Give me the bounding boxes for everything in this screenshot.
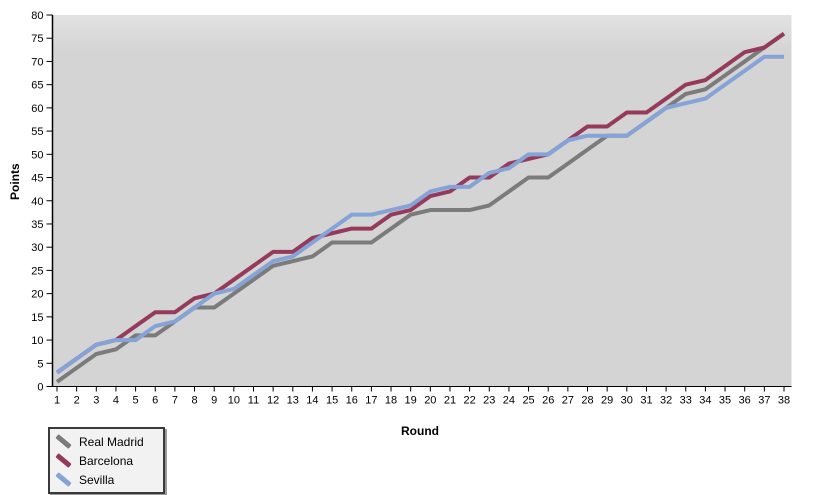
legend-item-barcelona: Barcelona: [55, 451, 155, 470]
y-tick-label: 20: [31, 289, 43, 301]
y-tick-label: 80: [31, 10, 43, 22]
series-line-barcelona: [55, 31, 786, 375]
x-tick-label: 9: [211, 395, 217, 407]
x-tick-label: 24: [503, 395, 515, 407]
x-tick-label: 10: [228, 395, 240, 407]
legend-label: Sevilla: [79, 472, 115, 487]
x-tick-label: 37: [758, 395, 770, 407]
x-tick-label: 12: [267, 395, 279, 407]
x-tick-label: 29: [601, 395, 613, 407]
y-tick-label: 5: [37, 358, 43, 370]
series-line-sevilla: [55, 54, 784, 375]
barcelona-line-swatch: [55, 453, 72, 468]
x-tick-label: 4: [113, 395, 119, 407]
x-tick-label: 7: [172, 395, 178, 407]
x-tick-label: 28: [581, 395, 593, 407]
x-tick-label: 31: [640, 395, 652, 407]
y-axis-title: Points: [8, 163, 22, 200]
x-tick-label: 35: [719, 395, 731, 407]
x-tick-label: 13: [287, 395, 299, 407]
y-tick-label: 40: [31, 196, 43, 208]
x-tick-label: 26: [542, 395, 554, 407]
y-tick-label: 45: [31, 173, 43, 185]
x-tick-label: 20: [424, 395, 436, 407]
y-tick-label: 55: [31, 126, 43, 138]
y-tick-label: 0: [37, 382, 43, 394]
real-madrid-line-swatch: [55, 434, 72, 449]
x-tick-label: 19: [405, 395, 417, 407]
x-tick-label: 6: [152, 395, 158, 407]
y-tick-label: 10: [31, 335, 43, 347]
x-tick-label: 3: [93, 395, 99, 407]
x-tick-label: 27: [562, 395, 574, 407]
y-tick-label: 70: [31, 56, 43, 68]
x-tick-label: 8: [191, 395, 197, 407]
x-tick-label: 1: [54, 395, 60, 407]
x-axis-title: Round: [401, 424, 439, 438]
y-tick-label: 15: [31, 312, 43, 324]
y-tick-label: 60: [31, 103, 43, 115]
x-tick-label: 16: [346, 395, 358, 407]
x-tick-label: 22: [463, 395, 475, 407]
x-tick-label: 38: [778, 395, 790, 407]
x-tick-label: 2: [74, 395, 80, 407]
x-tick-label: 32: [660, 395, 672, 407]
y-tick-label: 25: [31, 265, 43, 277]
y-tick-label: 75: [31, 33, 43, 45]
x-tick-label: 17: [365, 395, 377, 407]
x-tick-label: 14: [306, 395, 318, 407]
y-tick-label: 30: [31, 242, 43, 254]
x-tick-label: 36: [739, 395, 751, 407]
legend-item-real-madrid: Real Madrid: [55, 432, 155, 451]
x-tick-label: 18: [385, 395, 397, 407]
x-tick-label: 34: [699, 395, 711, 407]
y-tick-label: 65: [31, 80, 43, 92]
x-tick-label: 5: [133, 395, 139, 407]
x-tick-label: 25: [522, 395, 534, 407]
y-tick-label: 35: [31, 219, 43, 231]
y-tick-label: 50: [31, 149, 43, 161]
x-tick-label: 30: [621, 395, 633, 407]
sevilla-line-swatch: [55, 472, 72, 487]
legend-label: Barcelona: [79, 453, 134, 468]
x-tick-label: 33: [680, 395, 692, 407]
legend-item-sevilla: Sevilla: [55, 470, 155, 489]
x-tick-label: 15: [326, 395, 338, 407]
x-tick-label: 23: [483, 395, 495, 407]
x-tick-label: 21: [444, 395, 456, 407]
legend: Real Madrid Barcelona Sevilla: [48, 427, 165, 494]
x-tick-label: 11: [248, 395, 259, 407]
legend-label: Real Madrid: [79, 434, 144, 449]
